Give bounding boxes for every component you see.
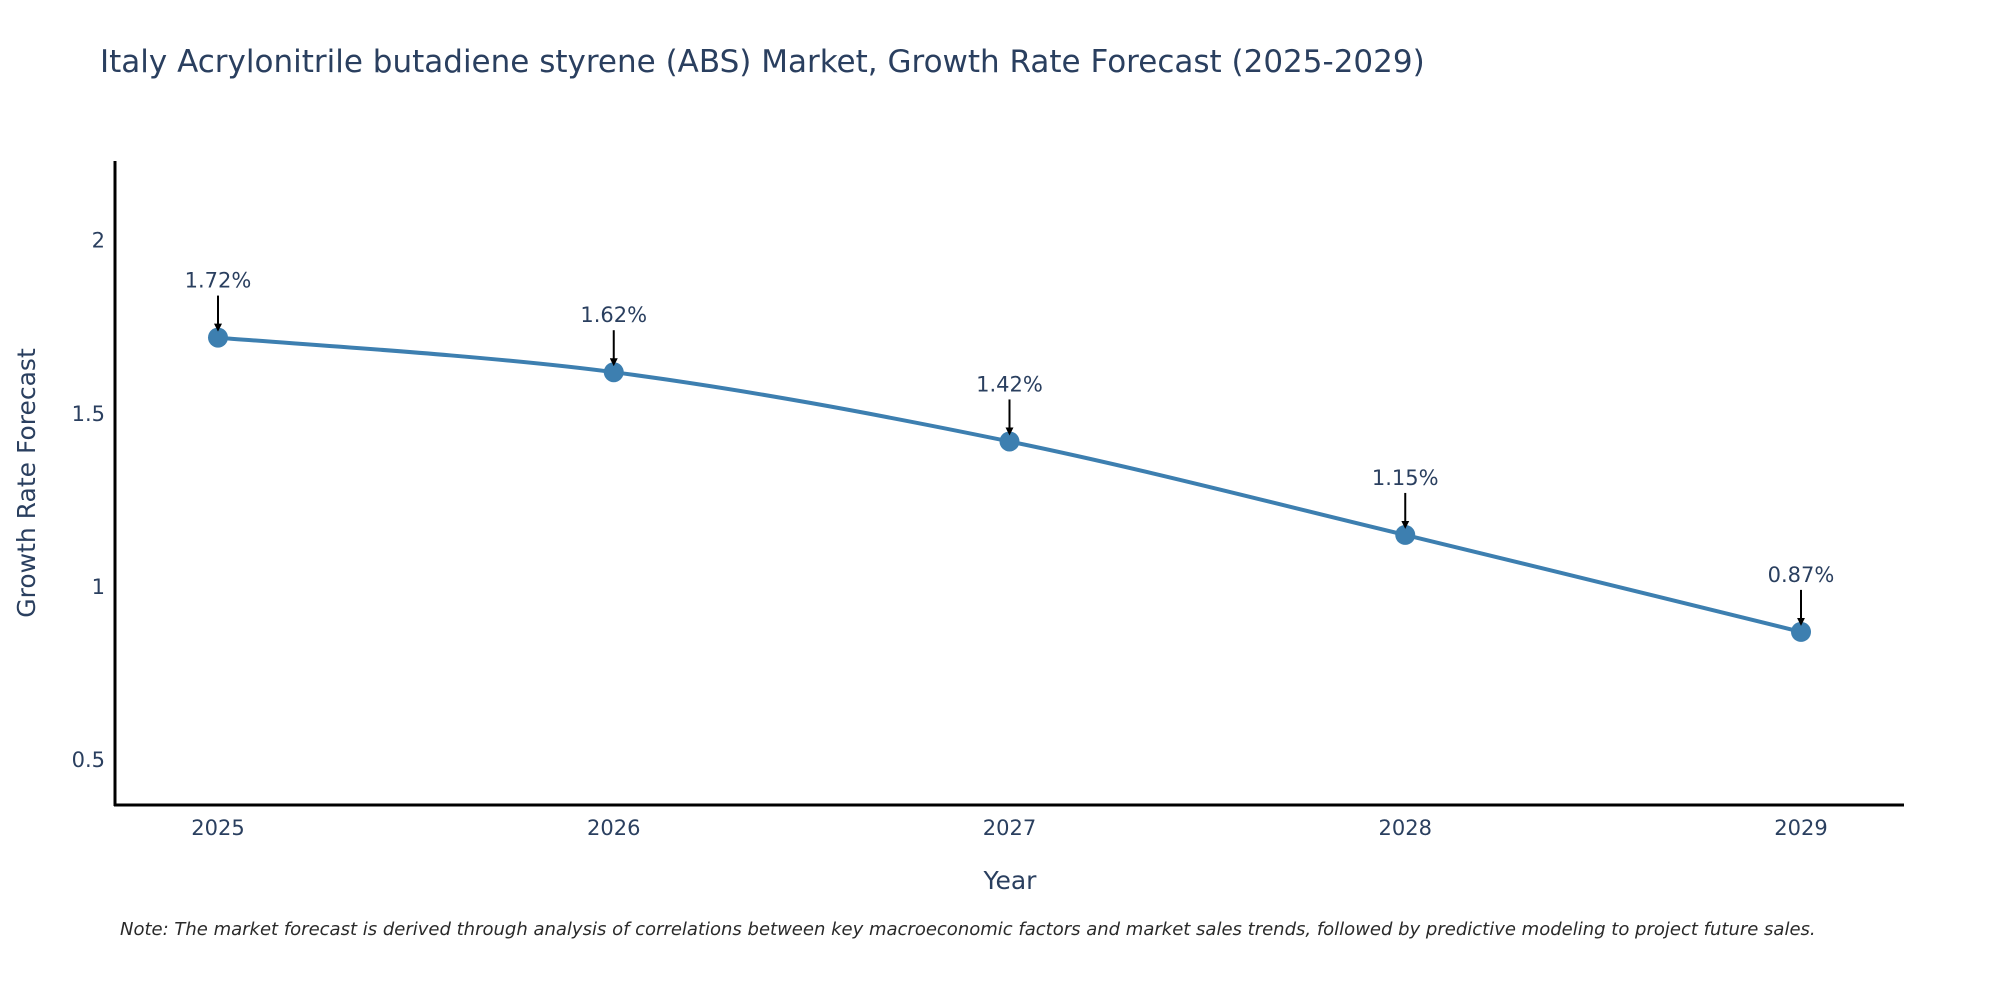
data-point-marker <box>1395 524 1416 545</box>
chart-title: Italy Acrylonitrile butadiene styrene (A… <box>100 44 1425 80</box>
series-line-group <box>208 327 1811 642</box>
data-point-marker <box>208 327 228 348</box>
data-label: 0.87% <box>1768 563 1835 587</box>
y-tick-label: 0.5 <box>72 748 105 772</box>
x-tick-label: 2025 <box>191 816 244 840</box>
x-tick-label: 2029 <box>1774 816 1827 840</box>
x-axis-title: Year <box>983 866 1038 895</box>
y-tick-label: 1.5 <box>72 402 105 426</box>
data-labels: 1.72% 1.62% 1.42% 1.15% 0.87% <box>185 269 1835 626</box>
footnote: Note: The market forecast is derived thr… <box>120 919 1816 940</box>
data-label: 1.62% <box>580 303 647 327</box>
x-ticks: 2025 2026 2027 2028 2029 <box>191 816 1827 840</box>
y-axis-title: Growth Rate Forecast <box>12 348 41 618</box>
y-tick-label: 2 <box>92 229 105 253</box>
y-tick-label: 1 <box>92 575 105 599</box>
x-tick-label: 2027 <box>983 816 1036 840</box>
x-tick-label: 2026 <box>587 816 640 840</box>
data-point-marker <box>1791 621 1811 642</box>
y-ticks: 0.5 1 1.5 2 <box>72 229 105 772</box>
x-tick-label: 2028 <box>1379 816 1432 840</box>
data-label: 1.15% <box>1372 466 1439 490</box>
data-point-marker <box>999 431 1020 452</box>
data-label: 1.72% <box>185 269 252 293</box>
data-label: 1.42% <box>976 372 1043 396</box>
data-point-marker <box>603 362 624 383</box>
